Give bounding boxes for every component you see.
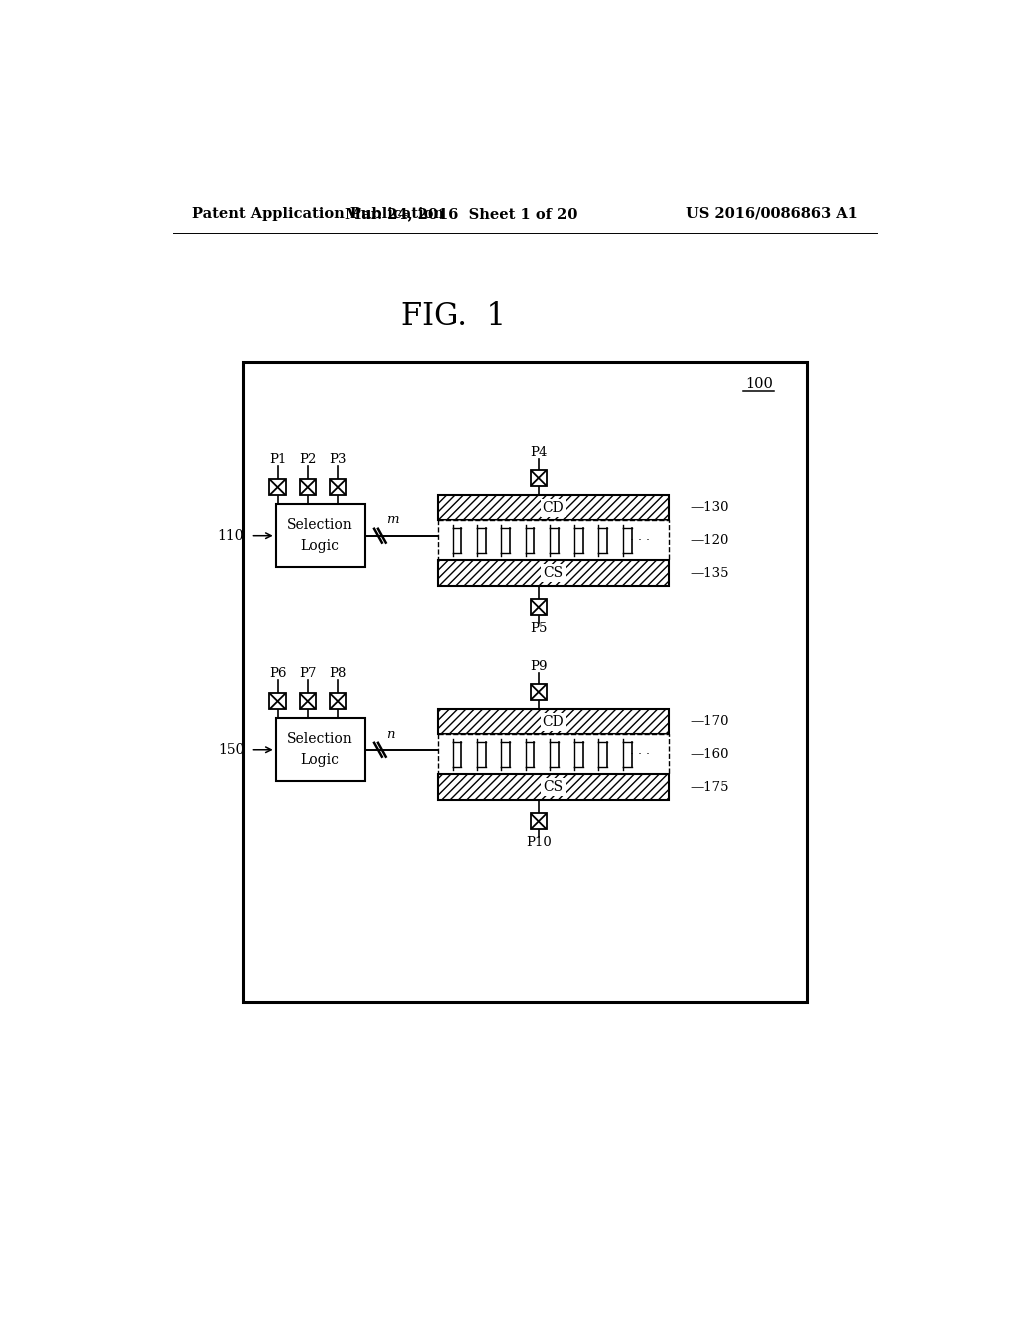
Text: P6: P6 (269, 667, 287, 680)
Text: CD: CD (543, 500, 564, 515)
Bar (243, 363, 807, 1002)
Text: 150: 150 (218, 743, 245, 756)
Text: FIG.  1: FIG. 1 (401, 301, 506, 331)
Bar (275, 718, 365, 781)
Bar (438, 560, 669, 586)
Text: US 2016/0086863 A1: US 2016/0086863 A1 (686, 207, 858, 220)
Text: P2: P2 (299, 453, 316, 466)
Bar (269, 693, 286, 709)
Bar (300, 693, 316, 709)
Text: Selection
Logic: Selection Logic (288, 733, 353, 767)
Text: —170: —170 (690, 715, 729, 729)
Bar (530, 813, 547, 829)
Text: · · ·: · · · (630, 533, 650, 546)
Text: —130: —130 (690, 502, 729, 513)
Text: —135: —135 (690, 566, 729, 579)
Bar (530, 470, 547, 486)
Text: —120: —120 (690, 533, 729, 546)
Bar (300, 479, 316, 495)
Text: P9: P9 (530, 660, 548, 673)
Text: P4: P4 (530, 446, 548, 459)
Text: 110: 110 (218, 529, 245, 543)
Bar (438, 709, 669, 734)
Text: P8: P8 (330, 667, 347, 680)
Bar (330, 479, 346, 495)
Bar (330, 693, 346, 709)
Text: P7: P7 (299, 667, 316, 680)
Text: P5: P5 (530, 622, 548, 635)
Text: P10: P10 (526, 837, 552, 850)
Text: P1: P1 (269, 453, 287, 466)
Text: CS: CS (544, 780, 563, 795)
Bar (269, 479, 286, 495)
Bar (530, 599, 547, 615)
Text: Selection
Logic: Selection Logic (288, 519, 353, 553)
Bar (438, 734, 669, 775)
Text: Patent Application Publication: Patent Application Publication (191, 207, 443, 220)
Text: n: n (386, 727, 395, 741)
Text: · · ·: · · · (630, 748, 650, 760)
Bar (530, 684, 547, 700)
Text: —175: —175 (690, 780, 729, 793)
Bar (438, 495, 669, 520)
Text: —160: —160 (690, 748, 729, 760)
Bar (438, 775, 669, 800)
Text: CD: CD (543, 714, 564, 729)
Text: Mar. 24, 2016  Sheet 1 of 20: Mar. 24, 2016 Sheet 1 of 20 (345, 207, 578, 220)
Text: m: m (386, 513, 399, 527)
Text: P3: P3 (330, 453, 347, 466)
Bar (275, 504, 365, 568)
Text: 100: 100 (744, 378, 773, 391)
Bar (438, 520, 669, 560)
Text: CS: CS (544, 566, 563, 579)
